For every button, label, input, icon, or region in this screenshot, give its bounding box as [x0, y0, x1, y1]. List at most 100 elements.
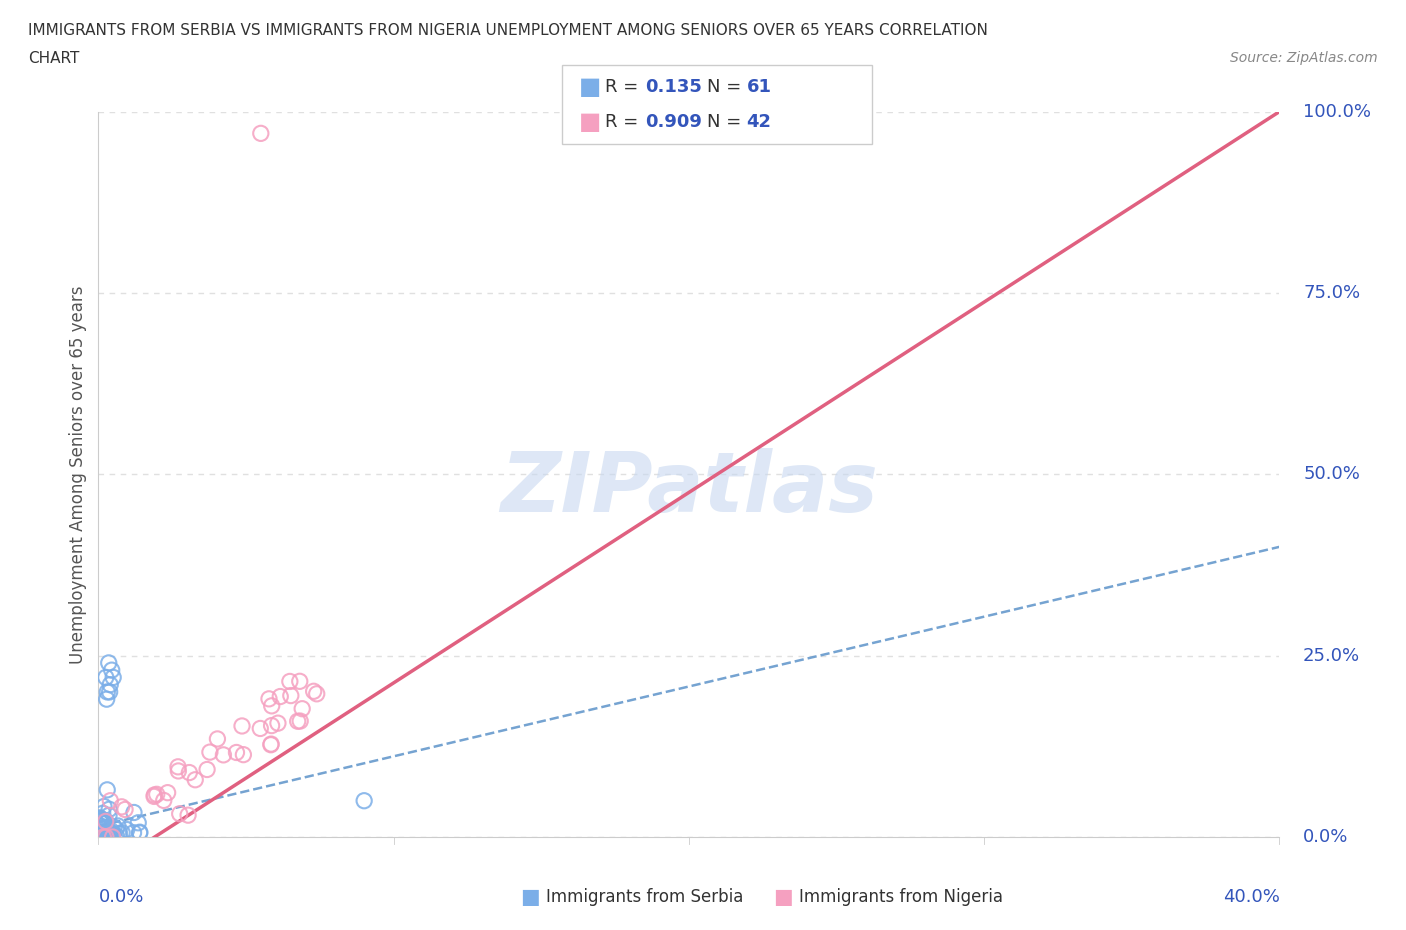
Point — [96, 692, 118, 707]
Point — [96, 684, 118, 699]
Point — [114, 802, 136, 817]
Text: 75.0%: 75.0% — [1303, 284, 1360, 302]
Point — [98, 824, 121, 839]
Text: Source: ZipAtlas.com: Source: ZipAtlas.com — [1230, 51, 1378, 65]
Point — [89, 829, 111, 844]
Point — [89, 829, 111, 844]
Text: 100.0%: 100.0% — [1303, 102, 1371, 121]
Point — [257, 691, 280, 706]
Point — [143, 789, 166, 804]
Text: 50.0%: 50.0% — [1303, 465, 1360, 484]
Text: 0.135: 0.135 — [645, 78, 702, 96]
Point — [98, 808, 121, 823]
Point — [145, 787, 167, 802]
Point — [89, 823, 111, 838]
Point — [96, 820, 118, 835]
Point — [98, 793, 121, 808]
Y-axis label: Unemployment Among Seniors over 65 years: Unemployment Among Seniors over 65 years — [69, 286, 87, 663]
Point — [91, 817, 114, 831]
Point — [91, 827, 114, 842]
Text: 0.0%: 0.0% — [1303, 828, 1348, 846]
Point — [280, 688, 302, 703]
Text: N =: N = — [707, 78, 747, 96]
Point — [231, 719, 253, 734]
Point — [94, 814, 117, 829]
Point — [122, 805, 145, 820]
Point — [101, 830, 124, 844]
Point — [89, 826, 111, 841]
Point — [93, 816, 115, 830]
Point — [98, 802, 121, 817]
Point — [287, 714, 309, 729]
Text: IMMIGRANTS FROM SERBIA VS IMMIGRANTS FROM NIGERIA UNEMPLOYMENT AMONG SENIORS OVE: IMMIGRANTS FROM SERBIA VS IMMIGRANTS FRO… — [28, 23, 988, 38]
Point — [278, 674, 301, 689]
Point — [305, 686, 328, 701]
Text: CHART: CHART — [28, 51, 80, 66]
Point — [100, 823, 122, 838]
Point — [156, 785, 179, 800]
Point — [98, 684, 121, 699]
Point — [91, 805, 114, 820]
Point — [152, 793, 174, 808]
Point — [94, 814, 117, 829]
Point — [249, 721, 271, 736]
Point — [93, 799, 115, 814]
Text: R =: R = — [605, 113, 644, 131]
Text: 61: 61 — [747, 78, 772, 96]
Point — [302, 684, 325, 698]
Point — [89, 810, 111, 825]
Point — [98, 825, 121, 840]
Point — [195, 762, 218, 777]
Text: 42: 42 — [747, 113, 772, 131]
Point — [167, 764, 190, 778]
Point — [93, 830, 115, 844]
Point — [353, 793, 375, 808]
Point — [90, 812, 112, 827]
Text: ■: ■ — [520, 887, 540, 908]
Point — [198, 745, 221, 760]
Point — [177, 808, 200, 823]
Point — [122, 825, 145, 840]
Point — [90, 818, 112, 833]
Point — [250, 126, 273, 140]
Point — [103, 819, 125, 834]
Point — [90, 828, 112, 843]
Point — [98, 677, 121, 692]
Point — [207, 732, 229, 747]
Point — [89, 814, 111, 829]
Point — [90, 821, 112, 836]
Point — [107, 818, 129, 833]
Point — [94, 670, 117, 684]
Point — [184, 772, 207, 787]
Point — [212, 748, 235, 763]
Point — [101, 829, 124, 844]
Point — [260, 718, 283, 733]
Text: 0.909: 0.909 — [645, 113, 702, 131]
Text: 0.0%: 0.0% — [98, 888, 143, 906]
Text: 25.0%: 25.0% — [1303, 646, 1360, 665]
Point — [290, 713, 312, 728]
Text: R =: R = — [605, 78, 644, 96]
Point — [90, 829, 112, 844]
Point — [260, 698, 283, 713]
Point — [96, 829, 118, 844]
Point — [90, 825, 112, 840]
Point — [97, 830, 120, 844]
Text: N =: N = — [707, 113, 747, 131]
Point — [225, 745, 247, 760]
Text: Immigrants from Nigeria: Immigrants from Nigeria — [799, 888, 1002, 907]
Point — [89, 811, 111, 826]
Point — [143, 788, 166, 803]
Point — [127, 816, 149, 830]
Point — [232, 747, 254, 762]
Point — [98, 830, 121, 844]
Point — [96, 782, 118, 797]
Text: 40.0%: 40.0% — [1223, 888, 1279, 906]
Point — [115, 822, 138, 837]
Point — [111, 825, 134, 840]
Point — [89, 814, 111, 829]
Point — [288, 674, 311, 689]
Point — [260, 737, 283, 751]
Point — [291, 701, 314, 716]
Point — [128, 825, 150, 840]
